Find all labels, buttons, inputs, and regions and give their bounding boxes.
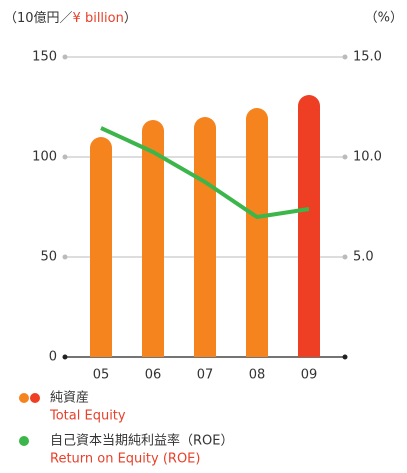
legend-label-en: Return on Equity (ROE) (50, 452, 200, 467)
legend-dot (30, 393, 40, 403)
y-unit-highlight: ¥ billion (73, 11, 124, 26)
tick-dot (342, 254, 348, 260)
legend-dot (19, 436, 29, 446)
tick-dot (342, 54, 348, 60)
y-unit-prefix: （10億円／ (4, 10, 73, 26)
y2-tick-label: 15.0 (353, 50, 382, 65)
y-tick-label: 50 (40, 250, 57, 265)
y-unit-suffix: ） (124, 11, 137, 26)
axis-dot (62, 354, 68, 360)
bar (194, 117, 216, 357)
y2-tick-label: 10.0 (353, 150, 382, 165)
x-tick-label: 05 (93, 368, 110, 383)
x-tick-label: 06 (145, 368, 162, 383)
y2-tick-label: 5.0 (353, 250, 374, 265)
x-tick-label: 09 (301, 368, 318, 383)
tick-dot (342, 154, 348, 160)
legend-dot (19, 393, 29, 403)
tick-dot (62, 154, 68, 160)
tick-dot (62, 254, 68, 260)
y-tick-label: 0 (49, 350, 57, 365)
axis-dot (342, 354, 348, 360)
line (100, 126, 310, 219)
y2-unit: （%） (365, 11, 403, 26)
bar (246, 108, 268, 357)
tick-dot (62, 54, 68, 60)
legend-label: 純資産 (50, 390, 89, 406)
y-unit: （10億円／¥ billion） (4, 10, 137, 26)
bar (90, 137, 112, 357)
legend-label-en: Total Equity (49, 409, 126, 424)
x-tick-label: 08 (249, 368, 266, 383)
x-tick-label: 07 (197, 368, 214, 383)
y-tick-label: 150 (32, 50, 57, 65)
y-tick-label: 100 (32, 150, 57, 165)
legend-label: 自己資本当期純利益率（ROE） (50, 433, 233, 449)
bar (142, 120, 164, 357)
bar (298, 95, 320, 357)
